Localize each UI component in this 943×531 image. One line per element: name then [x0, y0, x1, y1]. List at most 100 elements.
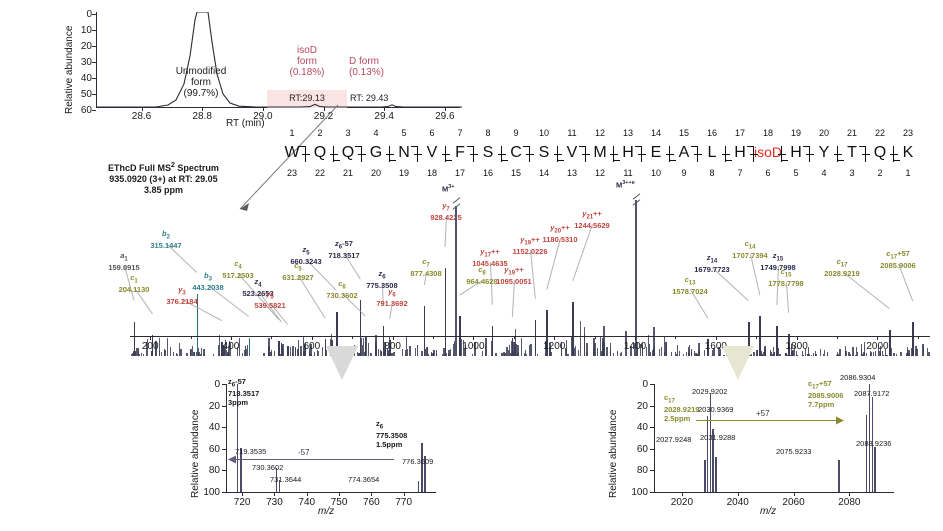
- noise-peak: [592, 348, 594, 356]
- sequence-top-number: 6: [429, 128, 435, 138]
- inset-y-tick-label: 60: [636, 443, 648, 455]
- chromatogram-x-tick: [141, 107, 143, 111]
- noise-peak: [685, 351, 688, 356]
- annotation-mz-value: 1045.4635: [472, 259, 508, 268]
- sequence-top-number: 9: [513, 128, 519, 138]
- annotation-ion-name: y17++: [480, 247, 500, 259]
- sequence-residue: S: [482, 144, 494, 161]
- noise-peak: [358, 352, 360, 356]
- noise-peak: [704, 350, 706, 356]
- inset-right-other-label-6: 2087.9172: [854, 389, 890, 398]
- sequence-top-number: 16: [706, 128, 717, 138]
- inset-y-tick: [222, 470, 226, 472]
- noise-peak: [545, 340, 547, 356]
- inset-right-arrow-head: [836, 416, 844, 425]
- noise-peak: [238, 338, 241, 356]
- noise-peak: [485, 337, 487, 356]
- spectrum-x-tick-label: 2000: [866, 341, 889, 352]
- annotation-mz-value: 1707.7394: [732, 251, 768, 260]
- inset-left-other-label-2: 731.3644: [270, 475, 302, 484]
- annotation-z6: z6 775.3508: [352, 269, 412, 291]
- chromatogram-y-tick-label: 20: [80, 41, 92, 52]
- noise-peak: [619, 352, 622, 356]
- noise-peak: [908, 349, 910, 356]
- annotation-mz-value: 2085.9006: [880, 261, 916, 270]
- sequence-residue: C: [510, 144, 522, 161]
- noise-peak: [404, 350, 406, 356]
- noise-peak: [443, 348, 445, 356]
- noise-peak: [631, 346, 633, 356]
- noise-peak: [297, 349, 299, 356]
- annotation-mz-value: 517.2503: [222, 271, 254, 280]
- noise-peak: [881, 350, 884, 356]
- ladder-backbone: [330, 154, 338, 156]
- noise-peak: [910, 354, 912, 356]
- sequence-bottom-number: 15: [510, 168, 521, 178]
- annotation-b2: b2 315.1447: [136, 229, 196, 251]
- sequence-residue: A: [678, 144, 690, 161]
- ladder-backbone: [722, 154, 730, 156]
- noise-peak: [504, 352, 506, 356]
- noise-peak: [176, 353, 179, 356]
- noise-peak: [863, 352, 865, 356]
- sequence-top-number: 23: [902, 128, 913, 138]
- noise-peak: [416, 344, 418, 356]
- inset-peak: [712, 429, 714, 492]
- noise-peak: [773, 346, 775, 356]
- annotated-peak: [382, 326, 385, 356]
- sequence-residue: E: [650, 144, 662, 161]
- annotation-mz-value: 1152.0226: [512, 247, 548, 256]
- chromatogram-y-tick-label: 50: [80, 89, 92, 100]
- sequence-bottom-number: 10: [650, 168, 661, 178]
- noise-peak: [282, 346, 284, 356]
- noise-peak: [421, 351, 423, 356]
- annotation-ion-name: y3: [178, 285, 186, 297]
- ladder-backbone: [358, 154, 366, 156]
- inset-x-tick: [371, 492, 373, 496]
- inset-x-tick-label: 2040: [726, 497, 749, 508]
- annotation-ion-name: c14: [744, 239, 756, 251]
- spectrum-x-tick: [473, 336, 475, 340]
- noise-peak: [698, 342, 700, 356]
- noise-peak: [358, 352, 361, 356]
- noise-peak: [263, 353, 265, 356]
- ladder-c-arm: [557, 160, 564, 162]
- sequence-top-number: 22: [874, 128, 885, 138]
- noise-peak: [860, 349, 863, 356]
- noise-peak: [807, 347, 810, 356]
- noise-peak: [150, 351, 153, 356]
- noise-peak: [310, 344, 312, 356]
- annotation-c8: c8 964.4628: [452, 265, 512, 287]
- noise-peak: [464, 344, 467, 356]
- ladder-backbone: [750, 154, 758, 156]
- sequence-residue: Q: [313, 144, 327, 161]
- sequence-residue: Y: [818, 144, 830, 161]
- annotation-a1: a1 159.0915: [94, 251, 154, 273]
- caption-line-2: 935.0920 (3+) at RT: 29.05: [109, 174, 218, 184]
- isod-rt-label: RT:29.13: [289, 93, 325, 103]
- noise-peak: [310, 353, 312, 356]
- sequence-residue: Q: [341, 144, 355, 161]
- noise-peak: [663, 335, 666, 356]
- noise-peak: [808, 353, 811, 356]
- noise-peak: [203, 348, 205, 356]
- sequence-bottom-number: 6: [765, 168, 771, 178]
- chromatogram-y-tick-label: 0: [86, 9, 92, 20]
- chromatogram-panel: Relative abundance 0 10 20 30 40 50 60 28.6 28.…: [62, 6, 462, 129]
- noise-peak: [649, 352, 652, 356]
- noise-peak: [647, 335, 649, 356]
- inset-y-tick: [650, 448, 654, 450]
- annotation-mz-value: 775.3508: [366, 281, 398, 290]
- noise-peak: [865, 352, 867, 356]
- inset-x-tick: [849, 492, 851, 496]
- inset-peak: [868, 384, 871, 492]
- annotation-z6: z6-57 718.3517: [314, 239, 374, 261]
- noise-peak: [435, 353, 438, 356]
- inset-left-panel: Relative abundance 0 20 40 60 80 100 720 730 74…: [190, 372, 440, 524]
- annotation-ion-name: c13: [684, 275, 696, 287]
- noise-peak: [370, 353, 372, 356]
- inset-peak: [417, 481, 420, 492]
- noise-peak: [687, 347, 690, 356]
- dform-rt-label: RT: 29.43: [350, 93, 389, 103]
- caption-line-1: EThcD Full MS2 Spectrum: [108, 162, 219, 173]
